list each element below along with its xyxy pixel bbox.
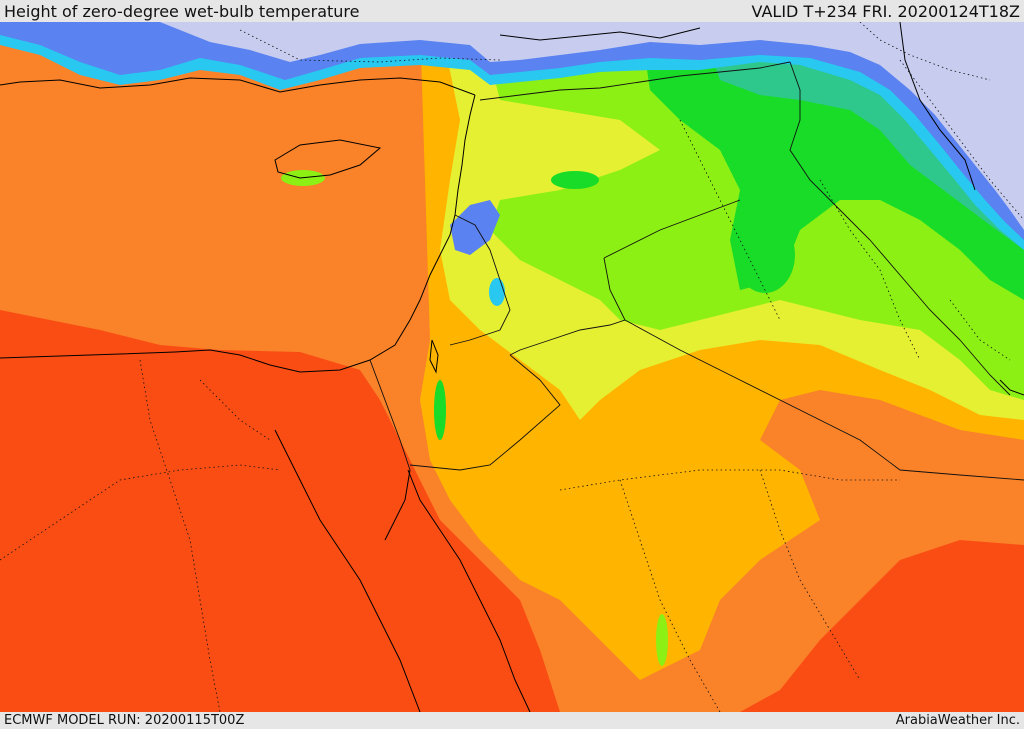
dead-sea (429, 339, 439, 374)
border-iraq-iran (789, 61, 1011, 396)
province-boundaries (0, 22, 1024, 712)
border-syria-iraq (603, 199, 741, 259)
band-hermon (489, 278, 505, 306)
iran-internal-1 (899, 59, 1024, 221)
gulf-of-aqaba (384, 469, 411, 541)
med-south-coast (0, 94, 476, 373)
map-title: Height of zero-degree wet-bulb temperatu… (4, 2, 360, 21)
cyprus-coast (274, 139, 382, 179)
band-hejaz-strip (656, 614, 668, 666)
valid-time: VALID T+234 FRI. 20200124T18Z (751, 2, 1020, 21)
band-cyan (0, 22, 1024, 250)
iraq-internal-2 (819, 179, 921, 361)
map-header: Height of zero-degree wet-bulb temperatu… (0, 0, 1024, 22)
forecast-map (0, 22, 1024, 712)
persian-gulf-head (999, 379, 1024, 396)
iraq-internal-1 (679, 119, 781, 321)
saudi-internal-3 (759, 469, 861, 681)
saudi-internal-1 (559, 469, 900, 491)
egypt-internal-3 (199, 379, 271, 441)
band-lavender (160, 22, 1024, 230)
model-run-label: ECMWF MODEL RUN: 20200115T00Z (4, 713, 245, 728)
gulf-of-suez (274, 429, 421, 712)
green-spot-iraq (735, 217, 795, 293)
caspian-west (899, 22, 976, 191)
turkey-south-coast (0, 77, 476, 96)
border-jordan-iraq (509, 257, 626, 356)
contour-field (0, 22, 1024, 712)
iran-internal-2 (949, 299, 1011, 361)
border-jordan-saudi (409, 354, 561, 471)
border-syria-turkey (479, 61, 791, 101)
red-sea-east-coast (407, 469, 531, 712)
coastlines (0, 22, 1024, 712)
map-footer: ECMWF MODEL RUN: 20200115T00Z ArabiaWeat… (0, 712, 1024, 729)
credit-label: ArabiaWeather Inc. (895, 713, 1020, 728)
border-saudi-iraq (624, 319, 1024, 481)
band-sinai-hills (434, 380, 446, 440)
saudi-internal-2 (619, 479, 721, 712)
green-spot-syria (551, 171, 599, 189)
band-lebanon-mountains (450, 200, 500, 255)
black-sea-south (499, 27, 701, 41)
border-egypt-israel (369, 359, 411, 471)
country-borders (369, 61, 1024, 481)
border-levant (449, 214, 511, 346)
